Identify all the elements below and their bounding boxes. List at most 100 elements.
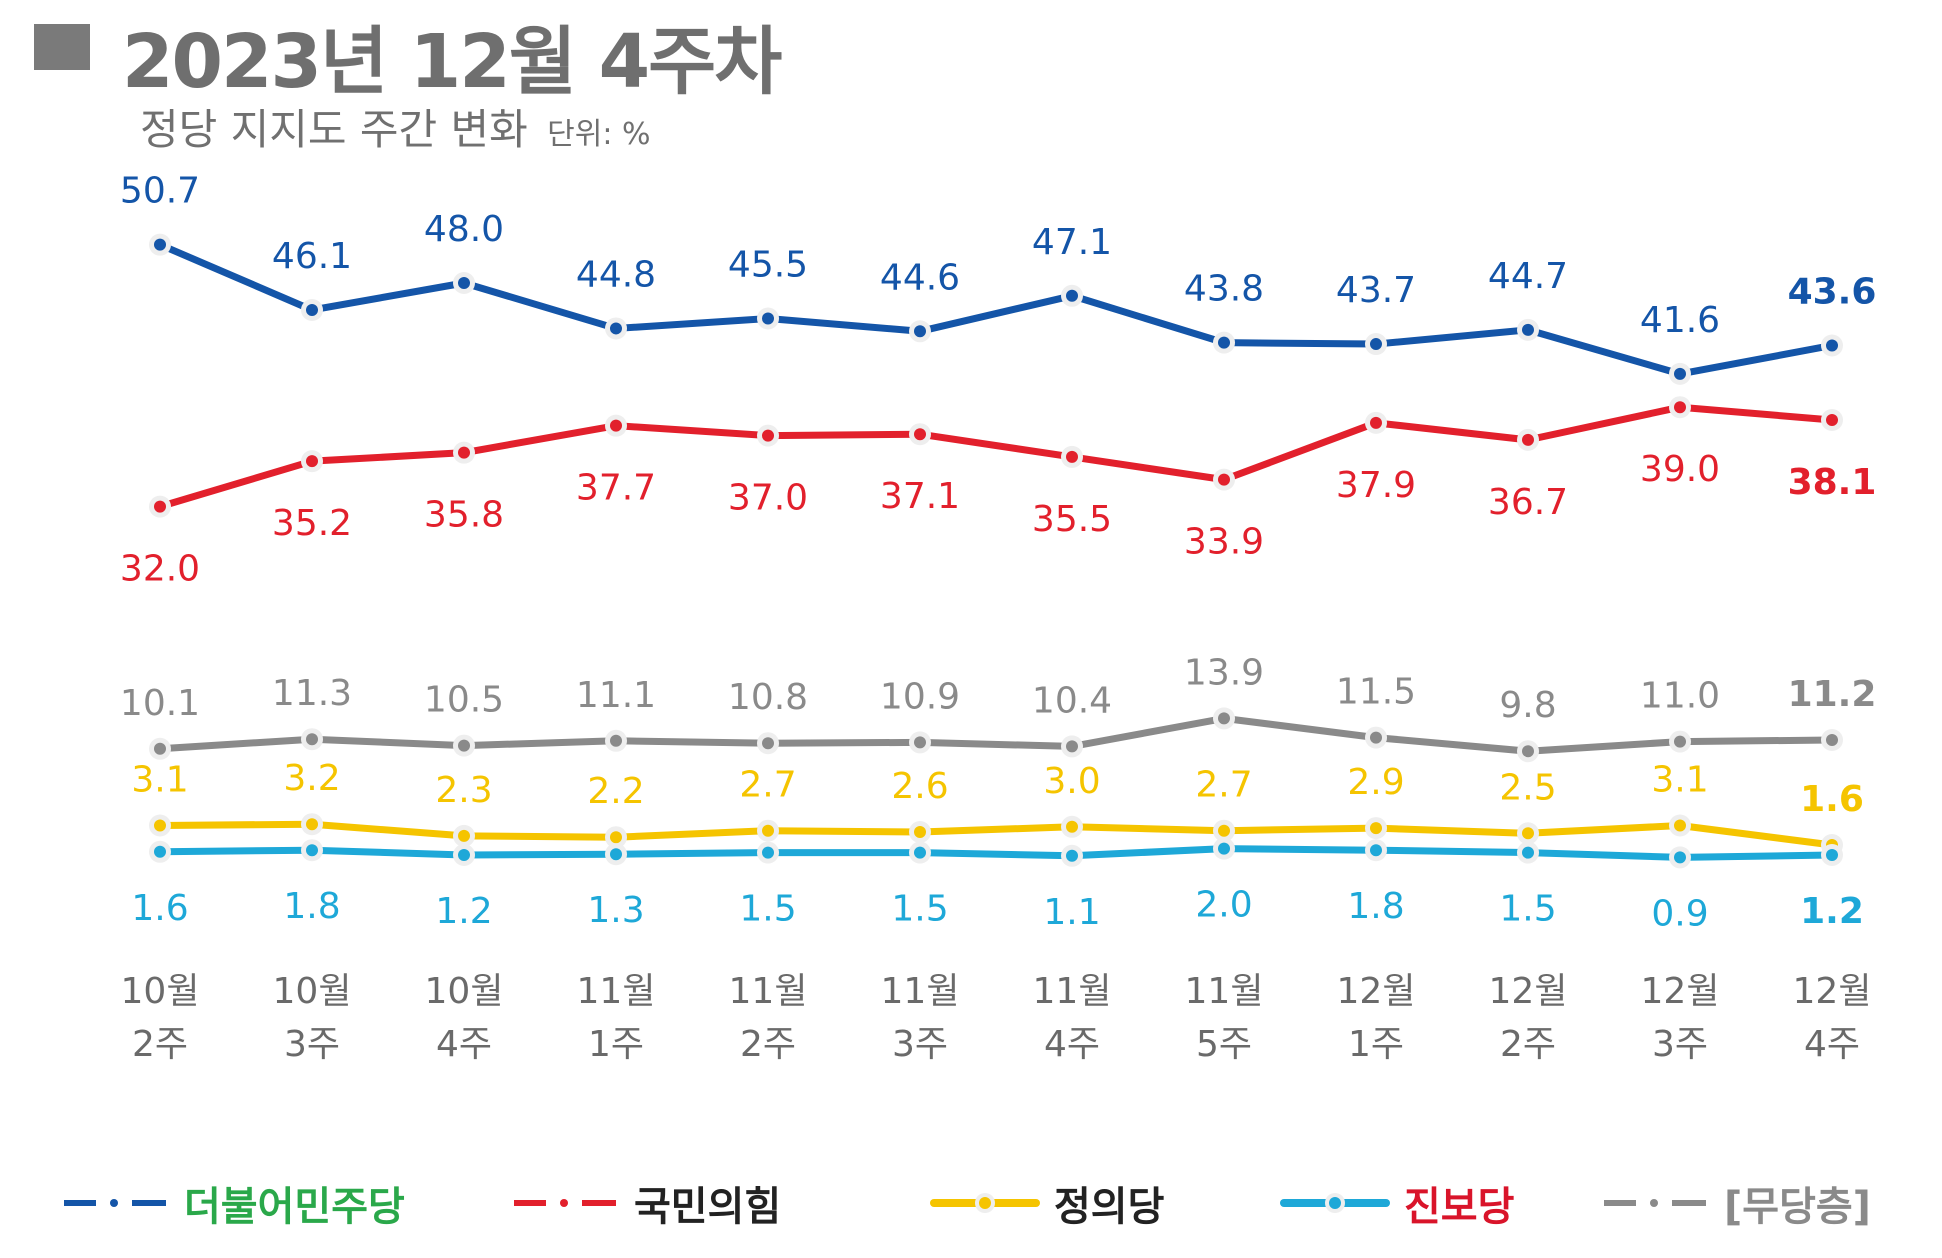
x-tick-label: 2주 <box>1500 1024 1556 1065</box>
data-label-progressive: 1.8 <box>1347 886 1404 927</box>
data-label-democratic: 48.0 <box>424 209 504 250</box>
x-tick-label: 1주 <box>588 1024 644 1065</box>
data-point <box>914 428 926 441</box>
x-tick-label: 11월 <box>729 971 808 1012</box>
data-label-progressive: 0.9 <box>1651 893 1708 934</box>
data-label-justice: 3.1 <box>131 760 188 801</box>
data-point <box>1674 851 1686 864</box>
x-tick-label: 11월 <box>577 971 656 1012</box>
data-label-ppp: 35.5 <box>1032 499 1112 540</box>
legend-label-justice: 정의당 <box>1054 1184 1165 1230</box>
data-point <box>154 238 166 251</box>
data-label-justice: 2.5 <box>1499 767 1556 808</box>
data-label-democratic: 50.7 <box>120 171 200 212</box>
data-label-ppp: 38.1 <box>1788 462 1877 503</box>
series-independent <box>149 707 1843 763</box>
data-label-democratic: 44.6 <box>880 257 960 298</box>
chart-subtitle: 정당 지지도 주간 변화 단위: % <box>140 96 651 157</box>
data-point <box>1066 450 1078 463</box>
data-label-independent: 13.9 <box>1184 652 1264 693</box>
data-point <box>914 846 926 859</box>
data-point <box>1066 289 1078 302</box>
legend-label-progressive: 진보당 <box>1404 1184 1515 1230</box>
data-point <box>914 736 926 749</box>
data-label-progressive: 1.5 <box>1499 889 1556 930</box>
data-point <box>762 737 774 750</box>
x-tick-label: 1주 <box>1348 1024 1404 1065</box>
data-label-independent: 11.1 <box>576 675 656 716</box>
data-label-independent: 10.1 <box>120 683 200 724</box>
x-tick-label: 12월 <box>1641 971 1720 1012</box>
data-point <box>458 277 470 289</box>
data-point <box>1522 827 1534 840</box>
data-label-independent: 9.8 <box>1499 685 1556 726</box>
data-point <box>762 824 774 837</box>
data-label-progressive: 1.2 <box>435 891 492 932</box>
data-point <box>1826 414 1838 426</box>
line-chart: 10.1 11.3 10.5 11.1 10.8 10.9 10.4 13.9 11.5 9.8 1… <box>120 171 1877 1065</box>
data-label-justice: 1.6 <box>1800 779 1864 820</box>
data-label-ppp: 32.0 <box>120 549 200 590</box>
data-point <box>1826 849 1838 861</box>
data-label-democratic: 41.6 <box>1640 300 1720 341</box>
page-title: 2023년 12월 4주차 <box>122 19 782 105</box>
data-point <box>610 419 622 432</box>
data-label-independent: 10.5 <box>424 680 504 721</box>
data-label-ppp: 37.9 <box>1336 465 1416 506</box>
data-label-progressive: 1.2 <box>1800 891 1864 932</box>
legend-item-progressive: 진보당 <box>1280 1148 1514 1258</box>
title-marker-square <box>34 24 90 70</box>
data-label-democratic: 45.5 <box>728 245 808 286</box>
data-point <box>306 303 318 316</box>
data-label-independent: 11.2 <box>1788 674 1877 715</box>
legend-item-ppp: 국민의힘 <box>510 1148 781 1258</box>
data-point <box>306 733 318 746</box>
x-tick-label: 10월 <box>273 971 352 1012</box>
data-label-justice: 3.1 <box>1651 760 1708 801</box>
legend-item-democratic: 더불어민주당 <box>60 1148 405 1258</box>
series-justice <box>149 813 1843 856</box>
data-point <box>610 322 622 335</box>
data-point <box>914 826 926 838</box>
data-label-independent: 11.0 <box>1640 676 1720 717</box>
data-point <box>306 455 318 468</box>
data-point <box>154 819 166 832</box>
x-tick-label: 10월 <box>425 971 504 1012</box>
series-line-ppp <box>156 403 1836 511</box>
data-label-democratic: 44.8 <box>576 254 656 295</box>
legend-marker-democratic <box>64 1199 166 1207</box>
x-tick-label: 5주 <box>1196 1024 1252 1065</box>
data-point <box>458 739 470 752</box>
x-tick-label: 4주 <box>436 1024 492 1065</box>
x-tick-label: 3주 <box>892 1024 948 1065</box>
data-label-ppp: 39.0 <box>1640 449 1720 490</box>
data-point <box>1370 338 1382 351</box>
data-label-progressive: 1.3 <box>587 890 644 931</box>
data-label-progressive: 2.0 <box>1195 885 1252 926</box>
data-point <box>1370 731 1382 744</box>
data-point <box>154 845 166 858</box>
data-label-justice: 3.2 <box>283 758 340 799</box>
subtitle-text: 정당 지지도 주간 변화 <box>140 105 528 154</box>
data-label-independent: 11.5 <box>1336 672 1416 713</box>
data-point <box>1066 849 1078 862</box>
data-point <box>1370 416 1382 429</box>
data-label-independent: 10.8 <box>728 677 808 718</box>
data-label-justice: 2.2 <box>587 771 644 812</box>
data-point <box>762 312 774 325</box>
data-label-independent: 11.3 <box>272 673 352 714</box>
data-label-independent: 10.9 <box>880 676 960 717</box>
data-point <box>1370 822 1382 835</box>
data-label-progressive: 1.8 <box>283 886 340 927</box>
x-tick-label: 11월 <box>1033 971 1112 1012</box>
x-tick-label: 2주 <box>132 1024 188 1065</box>
data-point <box>1218 336 1230 349</box>
data-point <box>1674 401 1686 414</box>
legend-marker-ppp <box>514 1199 616 1207</box>
legend-label-democratic: 더불어민주당 <box>184 1184 405 1230</box>
data-point <box>762 429 774 442</box>
legend-marker-independent <box>1604 1199 1706 1207</box>
data-point <box>610 848 622 861</box>
data-label-ppp: 35.2 <box>272 503 352 544</box>
data-label-justice: 3.0 <box>1043 761 1100 802</box>
